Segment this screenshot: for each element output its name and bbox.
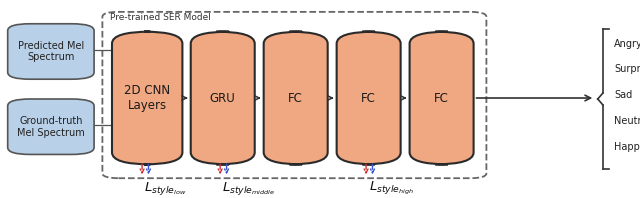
Text: FC: FC — [288, 91, 303, 105]
Text: Angry: Angry — [614, 39, 640, 49]
Text: Predicted Mel
Spectrum: Predicted Mel Spectrum — [18, 41, 84, 62]
Text: $\mathit{L}_{style_{low}}$: $\mathit{L}_{style_{low}}$ — [144, 180, 187, 197]
Text: Surprise: Surprise — [614, 64, 640, 74]
Text: Happy: Happy — [614, 142, 640, 151]
Text: Ground-truth
Mel Spectrum: Ground-truth Mel Spectrum — [17, 116, 84, 138]
Text: Pre-trained SER Model: Pre-trained SER Model — [110, 13, 211, 22]
FancyBboxPatch shape — [191, 32, 255, 164]
FancyBboxPatch shape — [410, 32, 474, 164]
Text: $\mathit{L}_{style_{middle}}$: $\mathit{L}_{style_{middle}}$ — [222, 180, 276, 197]
FancyBboxPatch shape — [112, 32, 182, 164]
Text: Neutral: Neutral — [614, 116, 640, 126]
FancyBboxPatch shape — [8, 24, 94, 79]
Text: 2D CNN
Layers: 2D CNN Layers — [124, 84, 170, 112]
FancyBboxPatch shape — [264, 32, 328, 164]
FancyBboxPatch shape — [8, 99, 94, 154]
Text: FC: FC — [361, 91, 376, 105]
Text: FC: FC — [434, 91, 449, 105]
FancyBboxPatch shape — [337, 32, 401, 164]
Text: Sad: Sad — [614, 90, 633, 100]
Text: GRU: GRU — [210, 91, 236, 105]
Text: $\mathit{L}_{style_{high}}$: $\mathit{L}_{style_{high}}$ — [369, 180, 414, 197]
